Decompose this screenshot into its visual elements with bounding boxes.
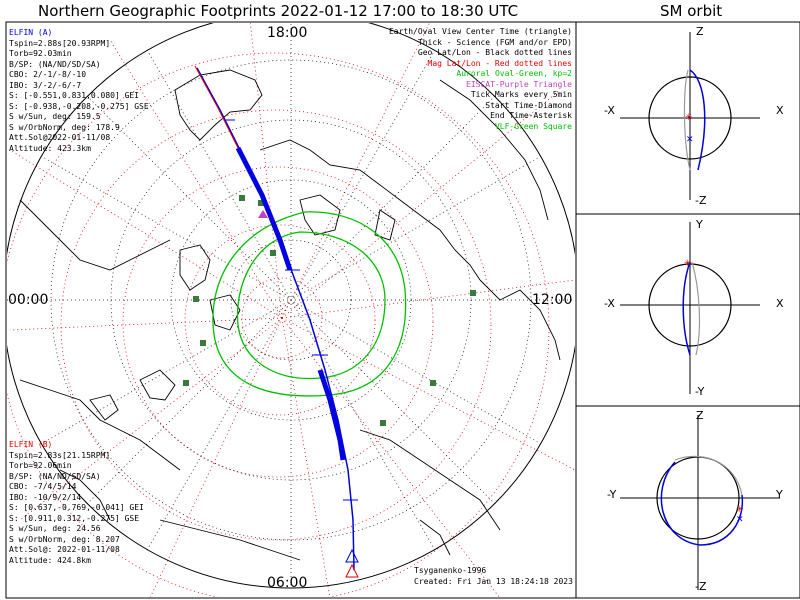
sm2-left-label: -X [604,297,615,310]
elfin-a-info: ELFIN (A) Tspin=2.88s[20.93RPM] Torb=92.… [9,28,149,154]
legend-item-mag-grid: Mag Lat/Lon - Red dotted lines [427,58,573,68]
elfin-b-line: CBO: -7/4/5/14 [9,482,77,491]
mlt-top-label: 18:00 [267,25,308,41]
elfin-a-track [196,67,359,571]
elfin-b-line: Torb=92.06min [9,461,72,470]
elfin-b-line: S w/OrbNorm, deg: 8.207 [9,534,120,544]
elfin-b-line: Altitude: 424.8km [9,555,91,565]
legend-item-thick-science: Thick - Science (FGM and/or EPD) [417,37,572,47]
coastlines [19,69,561,561]
elfin-b-line: S w/Sun, deg: 24.56 [9,524,101,533]
credit-created: Created: Fri Jan 13 18:24:18 2023 [414,576,573,586]
sm3-right-label: Y [776,488,783,501]
elfin-a-line: Altitude: 423.3km [9,143,91,153]
elfin-a-line: S: [-0.938,-0.208,-0.275] GSE [9,101,149,111]
legend-item-geo-grid: Geo Lat/Lon - Black dotted lines [417,48,572,57]
legend-item-auroral-oval: Auroral Oval-Green, kp=2 [456,69,572,78]
sm-panel-xz: ✳ ✕ [620,32,760,200]
elfin-b-line: Att.Sol@: 2022-01-11/08 [9,545,120,554]
sm2-right-label: X [776,297,784,310]
elfin-a-line: S w/OrbNorm, deg: 178.9 [9,122,120,132]
svg-text:✳: ✳ [685,113,693,123]
earth-outline [7,23,575,589]
legend-item-vlf: VLF-Green Square [494,121,572,131]
elfin-b-line: IBO: -10/9/2/14 [9,492,82,502]
elfin-b-name: ELFIN (B) [9,440,53,449]
auroral-oval [212,211,407,397]
legend-item-end-time: End Time-Asterisk [490,111,572,120]
legend-item-start-time: Start Time-Diamond [485,100,572,110]
sm2-top-label: Y [696,218,703,231]
elfin-b-line: S: [0.911,0.312,-0.275] GSE [9,513,140,523]
sm3-left-label: -Y [607,488,617,501]
sm3-bottom-label: -Z [695,580,707,593]
credit-block: Tsyganenko-1996 Created: Fri Jan 13 18:2… [414,566,573,587]
elfin-b-line: S: [0.637,-0.769,-0.041] GEI [9,503,144,512]
legend-item-eiscat: EISCAT-Purple Triangle [466,79,572,89]
elfin-a-line: Att.Sol@2022-01-11/08 [9,133,111,142]
svg-text:✳: ✳ [736,505,744,515]
sm2-bottom-label: -Y [695,385,705,398]
elfin-b-line: B/SP: (NA/ND/SD/SA) [9,471,101,481]
elfin-b-info: ELFIN (B) Tspin=2.83s[21.15RPM] Torb=92.… [9,440,144,566]
legend-item-view-center: Earth/Oval View Center Time (triangle) [388,27,572,36]
elfin-a-line: B/SP: (NA/ND/SD/SA) [9,59,101,69]
legend-item-tick-marks: Tick Marks every 5min [470,90,572,99]
sm1-right-label: X [776,104,784,117]
sm-orbit-title: SM orbit [660,2,723,20]
sm-frame [575,21,800,599]
eiscat-marker [258,210,268,218]
elfin-b-line: Tspin=2.83s[21.15RPM] [9,450,111,460]
credit-model: Tsyganenko-1996 [414,566,487,575]
elfin-a-line: IBO: 3/-2/-6/-7 [9,80,82,90]
elfin-a-line: Torb=92.03min [9,49,72,58]
map-legend: Earth/Oval View Center Time (triangle) T… [389,27,572,132]
elfin-a-line: S: [-0.551,0.831,0.080] GEI [9,91,140,100]
svg-text:✕: ✕ [686,135,694,145]
page-title: Northern Geographic Footprints 2022-01-1… [38,2,519,20]
sm-panel-yz: ✳ ✕ [620,415,780,590]
mlt-bottom-label: 06:00 [267,575,308,591]
elfin-a-name: ELFIN (A) [9,28,53,37]
vlf-stations [183,195,476,426]
sm-panel-xy: ✳ [620,222,760,394]
sm3-top-label: Z [696,409,704,422]
svg-text:✳: ✳ [684,259,692,269]
elfin-a-line: CBO: 2/-1/-8/-10 [9,70,87,79]
sm1-bottom-label: -Z [695,194,707,207]
elfin-b-center-triangle [345,563,359,578]
elfin-a-line: Tspin=2.88s[20.93RPM] [9,38,111,48]
mlt-left-label: 00:00 [8,292,49,308]
svg-text:✕: ✕ [736,515,744,525]
mag-lon-lines [9,23,575,597]
sm1-top-label: Z [696,25,704,38]
elfin-b-track [194,65,239,149]
mlt-right-label: 12:00 [532,292,573,308]
elfin-a-line: S w/Sun, deg: 159.5 [9,112,101,121]
sm1-left-label: -X [604,104,615,117]
